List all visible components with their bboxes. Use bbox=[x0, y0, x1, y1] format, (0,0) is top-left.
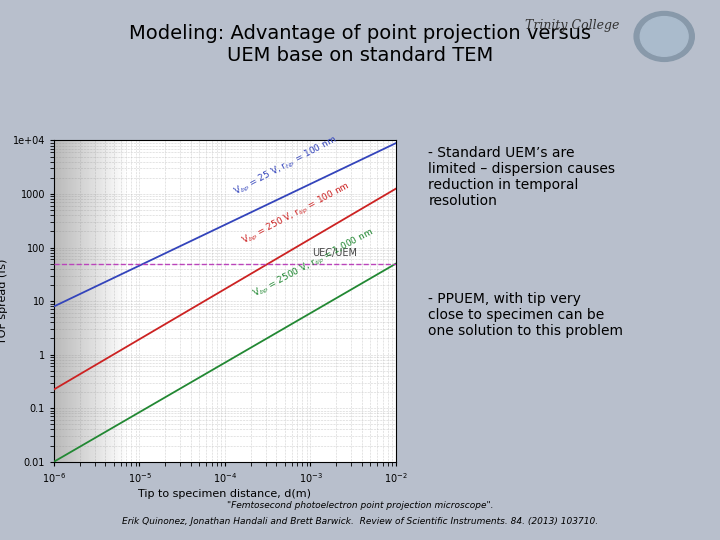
Bar bbox=[72, 140, 73, 462]
X-axis label: Tip to specimen distance, d(m): Tip to specimen distance, d(m) bbox=[138, 489, 312, 499]
Bar bbox=[56, 140, 58, 462]
Bar bbox=[117, 140, 118, 462]
Bar bbox=[58, 140, 59, 462]
Bar bbox=[81, 140, 83, 462]
Bar bbox=[111, 140, 112, 462]
Bar bbox=[115, 140, 117, 462]
Bar bbox=[124, 140, 125, 462]
Text: "Femtosecond photoelectron point projection microscope".: "Femtosecond photoelectron point project… bbox=[227, 501, 493, 510]
Bar bbox=[96, 140, 97, 462]
Bar bbox=[55, 140, 56, 462]
Bar bbox=[70, 140, 71, 462]
Bar bbox=[99, 140, 100, 462]
Bar bbox=[108, 140, 109, 462]
Bar bbox=[76, 140, 77, 462]
Bar bbox=[88, 140, 89, 462]
Text: - PPUEM, with tip very
close to specimen can be
one solution to this problem: - PPUEM, with tip very close to specimen… bbox=[428, 292, 624, 338]
Bar bbox=[94, 140, 95, 462]
Bar bbox=[109, 140, 111, 462]
Bar bbox=[67, 140, 68, 462]
Y-axis label: TOF spread (fs): TOF spread (fs) bbox=[0, 258, 9, 344]
Bar bbox=[83, 140, 84, 462]
Bar bbox=[61, 140, 63, 462]
Bar bbox=[73, 140, 74, 462]
Bar bbox=[107, 140, 108, 462]
Circle shape bbox=[634, 11, 694, 62]
Text: V$_{bp}$ = 2500 V, r$_{tip}$ = 1,000 nm: V$_{bp}$ = 2500 V, r$_{tip}$ = 1,000 nm bbox=[251, 226, 377, 301]
Circle shape bbox=[640, 17, 688, 56]
Bar bbox=[90, 140, 91, 462]
Bar bbox=[85, 140, 86, 462]
Text: Trinity College: Trinity College bbox=[525, 19, 620, 32]
Text: V$_{bp}$ = 250 V, r$_{tip}$ = 100 nm: V$_{bp}$ = 250 V, r$_{tip}$ = 100 nm bbox=[240, 179, 353, 247]
Bar bbox=[54, 140, 55, 462]
Bar bbox=[95, 140, 96, 462]
Bar bbox=[91, 140, 93, 462]
Bar bbox=[89, 140, 90, 462]
Bar bbox=[60, 140, 61, 462]
Bar bbox=[93, 140, 94, 462]
Bar bbox=[84, 140, 85, 462]
Bar bbox=[74, 140, 76, 462]
Bar bbox=[79, 140, 81, 462]
Bar bbox=[113, 140, 114, 462]
Bar bbox=[71, 140, 72, 462]
Bar bbox=[97, 140, 99, 462]
Text: Erik Quinonez, Jonathan Handali and Brett Barwick.  Review of Scientific Instrum: Erik Quinonez, Jonathan Handali and Bret… bbox=[122, 517, 598, 526]
Bar bbox=[114, 140, 115, 462]
Bar bbox=[66, 140, 67, 462]
Bar bbox=[118, 140, 119, 462]
Bar bbox=[65, 140, 66, 462]
Bar bbox=[77, 140, 78, 462]
Bar bbox=[63, 140, 65, 462]
Bar bbox=[78, 140, 79, 462]
Bar bbox=[102, 140, 104, 462]
Bar bbox=[86, 140, 88, 462]
Text: UEC/UEM: UEC/UEM bbox=[312, 247, 357, 258]
Text: V$_{bp}$ = 25 V, r$_{tip}$ = 100 nm: V$_{bp}$ = 25 V, r$_{tip}$ = 100 nm bbox=[232, 133, 340, 199]
Bar bbox=[101, 140, 102, 462]
Bar bbox=[125, 140, 126, 462]
Bar bbox=[68, 140, 70, 462]
Text: Modeling: Advantage of point projection versus
UEM base on standard TEM: Modeling: Advantage of point projection … bbox=[129, 24, 591, 65]
Bar bbox=[122, 140, 124, 462]
Bar bbox=[100, 140, 101, 462]
Bar bbox=[119, 140, 120, 462]
Bar bbox=[59, 140, 60, 462]
Bar bbox=[104, 140, 106, 462]
Text: - Standard UEM’s are
limited – dispersion causes
reduction in temporal
resolutio: - Standard UEM’s are limited – dispersio… bbox=[428, 146, 616, 208]
Bar bbox=[106, 140, 107, 462]
Bar bbox=[112, 140, 113, 462]
Bar bbox=[120, 140, 122, 462]
